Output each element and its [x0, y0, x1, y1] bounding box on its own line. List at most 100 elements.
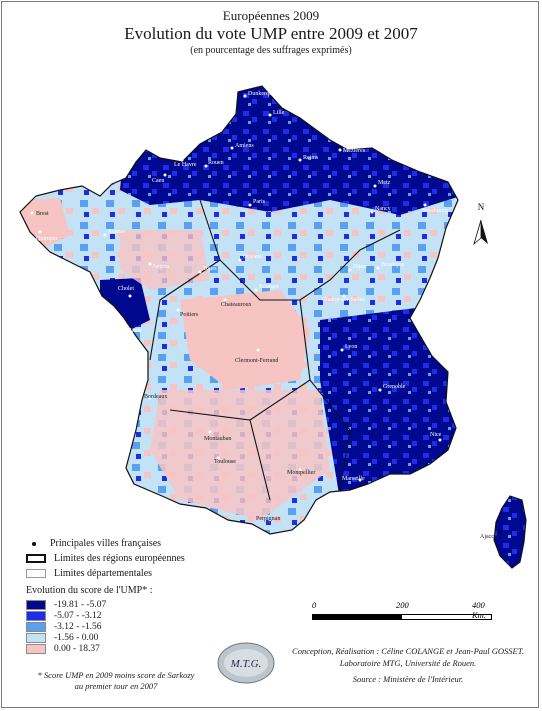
- legend-class-label: -3.12 - -1.56: [54, 621, 102, 632]
- corsica-fill: [494, 496, 526, 568]
- city-dot: [243, 94, 247, 98]
- city-label-ajaccio: Ajaccio: [480, 534, 499, 540]
- city-label-besancon: Besançon: [381, 262, 404, 268]
- corsica-outline: [493, 495, 527, 569]
- supertitle: Européennes 2009: [222, 8, 320, 23]
- mtg-logo: M.T.G.: [217, 642, 275, 684]
- city-dot: [340, 348, 344, 352]
- city-dot: [216, 456, 220, 460]
- mainland-outline: [19, 85, 459, 535]
- legend-swatch: [26, 632, 46, 643]
- city-label-dijon: Dijon: [353, 264, 367, 270]
- city-label-orleans: Orléans: [243, 254, 262, 260]
- city-label-chalon: Chalon-sur-Saône: [322, 297, 366, 303]
- city-label-bourges: Bourges: [259, 284, 280, 290]
- city-dot: [248, 203, 252, 207]
- city-dot: [348, 268, 352, 272]
- city-label-nancy: Nancy: [375, 206, 391, 212]
- city-label-montauban: Montauban: [204, 436, 231, 442]
- city-dot: [358, 478, 362, 482]
- north-arrow: [473, 219, 488, 246]
- map-title: Evolution du vote UMP entre 2009 et 2007: [124, 24, 418, 43]
- legend-cities-label: Principales villes françaises: [50, 538, 162, 549]
- city-dot: [163, 173, 167, 177]
- city-label-le-havre: Le Havre: [174, 162, 197, 168]
- city-label-brest: Brest: [36, 211, 49, 217]
- legend-class: -3.12 - -1.56: [26, 621, 276, 632]
- city-dot: [148, 396, 152, 400]
- credits-line: Laboratoire MTG, Université de Rouen.: [339, 658, 477, 668]
- legend: Principales villes françaises Limites de…: [26, 536, 276, 654]
- footnote: * Score UMP en 2009 moins score de Sarko…: [26, 670, 206, 692]
- city-label-paris: Paris: [253, 199, 266, 205]
- legend-class: -1.56 - 0.00: [26, 632, 276, 643]
- scale-graphic: [312, 614, 492, 620]
- scale-label-0: 0: [312, 600, 317, 610]
- city-dot: [176, 308, 180, 312]
- legend-regions: Limites des régions européennes: [26, 551, 276, 566]
- city-dot: [498, 530, 502, 534]
- city-dot: [198, 270, 202, 274]
- legend-swatch: [26, 643, 46, 654]
- city-dot: [38, 230, 42, 234]
- city-label-quimper: Quimper: [36, 236, 57, 242]
- credits-line: Conception, Réalisation : Céline COLANGE…: [292, 646, 524, 656]
- city-label-rouen: Rouen: [208, 160, 224, 166]
- logo-text: M.T.G.: [230, 658, 262, 670]
- city-label-grenoble: Grenoble: [383, 384, 406, 390]
- city-dot: [342, 294, 346, 298]
- scale-label-400: 400 Km.: [472, 600, 486, 620]
- city-label-angers: Angers: [152, 264, 170, 270]
- legend-class-label: -5.07 - -3.12: [54, 610, 102, 621]
- city-markers: Dunkerque Le Havre Caen Rouen Amiens Lil…: [30, 91, 502, 540]
- legend-departments-label: Limites départementales: [54, 568, 153, 579]
- city-dot: [268, 518, 272, 522]
- legend-class: 0.00 - 18.37: [26, 643, 276, 654]
- mainland-fill: [20, 86, 458, 534]
- city-label-marseille: Marseille: [342, 476, 365, 482]
- city-dot: [268, 113, 272, 117]
- credits-source: Source : Ministère de l'Intérieur.: [352, 674, 464, 684]
- legend-swatch: [26, 621, 46, 632]
- city-dot: [180, 158, 184, 162]
- city-dot: [128, 294, 132, 298]
- city-label-clermont: Clermont-Ferrand: [235, 358, 278, 364]
- city-dot: [338, 148, 342, 152]
- legend-heading: Evolution du score de l'UMP* :: [26, 585, 153, 596]
- legend-class-label: -19.81 - -5.07: [54, 599, 107, 610]
- legend-regions-label: Limites des régions européennes: [54, 553, 185, 564]
- city-dot: [256, 348, 260, 352]
- city-dot: [204, 164, 208, 168]
- city-label-lyon: Lyon: [345, 344, 357, 350]
- city-label-perpignan: Perpignan: [256, 516, 280, 522]
- legend-swatch: [26, 610, 46, 621]
- legend-departments: Limites départementales: [26, 566, 276, 581]
- city-dot-icon: [32, 541, 36, 546]
- city-label-la-baule: La Baule: [120, 328, 142, 334]
- city-dot: [438, 438, 442, 442]
- city-dot: [30, 211, 34, 215]
- city-label-tours: Tours: [203, 266, 217, 272]
- city-label-rennes: Rennes: [108, 229, 126, 235]
- legend-class-label: -1.56 - 0.00: [54, 632, 99, 643]
- city-dot: [376, 266, 380, 270]
- city-dot: [238, 258, 242, 262]
- department-border-icon: [26, 569, 46, 578]
- city-label-lille: Lille: [273, 110, 285, 116]
- city-dot: [298, 158, 302, 162]
- scale-segment: [313, 615, 402, 619]
- city-label-montpellier: Montpellier: [287, 470, 315, 476]
- map-subtitle: (en pourcentage des suffrages exprimés): [190, 45, 352, 56]
- city-label-bordeaux: Bordeaux: [144, 394, 167, 400]
- city-label-reims: Reims: [303, 155, 319, 161]
- city-dot: [208, 430, 212, 434]
- legend-swatch: [26, 599, 46, 610]
- footnote-line: au premier tour en 2007: [74, 681, 158, 691]
- city-label-poitiers: Poitiers: [180, 312, 199, 318]
- footnote-line: * Score UMP en 2009 moins score de Sarko…: [37, 670, 195, 680]
- legend-class: -5.07 - -3.12: [26, 610, 276, 621]
- scale-segment: [402, 615, 491, 619]
- credits: Conception, Réalisation : Céline COLANGE…: [278, 645, 538, 685]
